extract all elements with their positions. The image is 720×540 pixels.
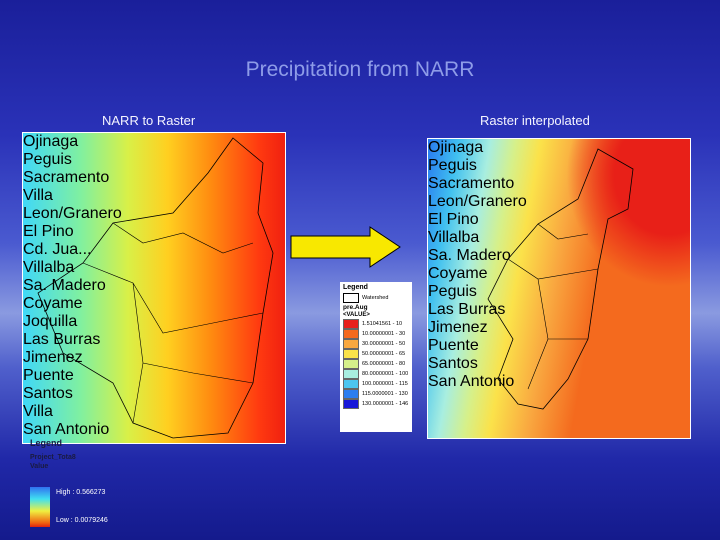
legend-item: 1.51041561 - 10: [343, 319, 412, 329]
legend-title: Legend: [30, 438, 63, 448]
swatch: [343, 329, 359, 339]
map-label: Puente: [428, 337, 479, 354]
map-label: Coyame: [23, 295, 83, 312]
map-label: Jimenez: [428, 319, 488, 336]
swatch: [343, 349, 359, 359]
swatch: [343, 359, 359, 369]
legend-label: Watershed: [362, 295, 389, 301]
map-label: Cd. Jua...: [23, 241, 92, 258]
map-label: Santos: [23, 385, 73, 402]
map-label: Puente: [23, 367, 74, 384]
legend: Legend Watershed pre.Aug <VALUE> 1.51041…: [340, 282, 412, 432]
arrow: [290, 226, 401, 268]
legend-label: 10.00000001 - 30: [362, 331, 406, 337]
legend-item: 50.00000001 - 65: [343, 349, 412, 359]
ramp-high: High : 0.566273: [56, 489, 106, 496]
legend-item: 130.0000001 - 146: [343, 399, 412, 409]
map-label: Jimenez: [23, 349, 83, 366]
map-label: Villalba: [23, 259, 75, 276]
legend-item: 80.00000001 - 100: [343, 369, 412, 379]
map-label: El Pino: [428, 211, 479, 228]
legend-item: 115.0000001 - 130: [343, 389, 412, 399]
legend-label: 130.0000001 - 146: [362, 401, 409, 407]
raster-legend: Legend Project_Tota8 Value: [30, 438, 76, 470]
map-label: Ojinaga: [428, 139, 484, 156]
legend-label: 80.00000001 - 100: [362, 371, 409, 377]
watershed-outline: [487, 148, 634, 410]
legend-item: Watershed: [343, 293, 412, 303]
swatch: [343, 369, 359, 379]
slide-title: Precipitation from NARR: [245, 58, 475, 81]
legend-label: 50.00000001 - 65: [362, 351, 406, 357]
caption: Raster interpolated: [480, 113, 590, 128]
map-label: Coyame: [428, 265, 488, 282]
map-label: Sacramento: [428, 175, 515, 192]
map-label: Sa. Madero: [428, 247, 511, 264]
watershed-outline: [37, 137, 274, 439]
swatch: [343, 293, 359, 303]
legend-item: 10.00000001 - 30: [343, 329, 412, 339]
legend-field: Value: [30, 463, 49, 470]
map-label: Sacramento: [23, 169, 110, 186]
legend-item: 30.00000001 - 50: [343, 339, 412, 349]
color-ramp: [30, 487, 50, 527]
map-label: San Antonio: [428, 373, 515, 390]
ramp-low: Low : 0.0079246: [56, 517, 108, 524]
legend-layer: Project_Tota8: [30, 454, 76, 461]
map-label: El Pino: [23, 223, 74, 240]
legend-item: 65.00000001 - 80: [343, 359, 412, 369]
map-label: Leon/Granero: [23, 205, 122, 222]
legend-label: 100.0000001 - 115: [362, 381, 408, 387]
map-label: San Antonio: [23, 421, 110, 438]
legend-label: 65.00000001 - 80: [362, 361, 406, 367]
legend-field: <VALUE>: [343, 312, 370, 318]
legend-label: 30.00000001 - 50: [362, 341, 406, 347]
legend-label: 115.0000001 - 130: [362, 391, 408, 397]
caption: NARR to Raster: [102, 113, 196, 128]
map-label: Peguis: [23, 151, 72, 168]
map-label: Sa. Madero: [23, 277, 106, 294]
map-label: Peguis: [428, 283, 477, 300]
swatch: [343, 389, 359, 399]
map-label: Peguis: [428, 157, 477, 174]
swatch: [343, 319, 359, 329]
map-label: Villa: [23, 403, 53, 420]
map-label: Leon/Granero: [428, 193, 527, 210]
raster-map: Ojinaga Peguis Sacramento Villa Leon/Granero…: [22, 132, 286, 444]
legend-classes: 1.51041561 - 10 10.00000001 - 30 30.000000…: [340, 319, 412, 409]
swatch: [343, 399, 359, 409]
map-label: Las Burras: [428, 301, 506, 318]
map-label: Las Burras: [23, 331, 101, 348]
map-label: Villalba: [428, 229, 480, 246]
legend-label: 1.51041561 - 10: [362, 321, 403, 327]
swatch: [343, 379, 359, 389]
interpolated-map: Ojinaga Peguis Sacramento Leon/Granero El Pi…: [427, 138, 691, 439]
map-label: Santos: [428, 355, 478, 372]
legend-title: Legend: [343, 284, 368, 291]
legend-layer: pre.Aug: [343, 304, 368, 311]
legend-item: 100.0000001 - 115: [343, 379, 412, 389]
swatch: [343, 339, 359, 349]
map-label: Ojinaga: [23, 133, 79, 150]
map-label: Villa: [23, 187, 53, 204]
